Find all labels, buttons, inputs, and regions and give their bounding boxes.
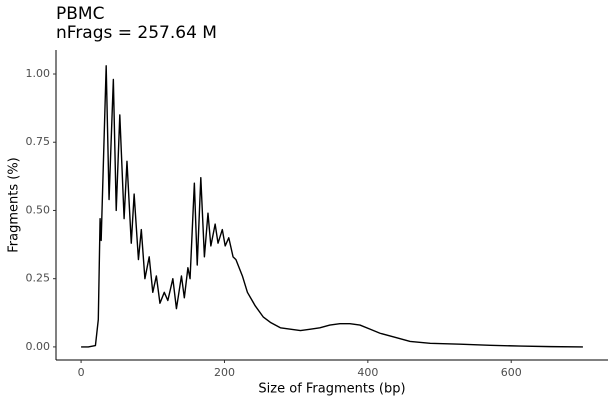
chart-title: PBMC [56, 4, 104, 24]
line [81, 65, 583, 348]
x-axis-title: Size of Fragments (bp) [258, 382, 405, 397]
x-tick-label: 200 [214, 366, 235, 379]
x-tick-label: 600 [501, 366, 522, 379]
chart-subtitle: nFrags = 257.64 M [56, 23, 217, 43]
y-tick-label: 0.50 [26, 203, 51, 216]
x-tick-label: 400 [357, 366, 378, 379]
y-tick-label: 1.00 [26, 67, 51, 80]
y-tick-label: 0.25 [26, 272, 51, 285]
x-tick-label: 0 [78, 366, 85, 379]
y-axis-title: Fragments (%) [7, 157, 22, 253]
y-tick-label: 0.00 [26, 340, 51, 353]
y-tick-label: 0.75 [26, 135, 51, 148]
